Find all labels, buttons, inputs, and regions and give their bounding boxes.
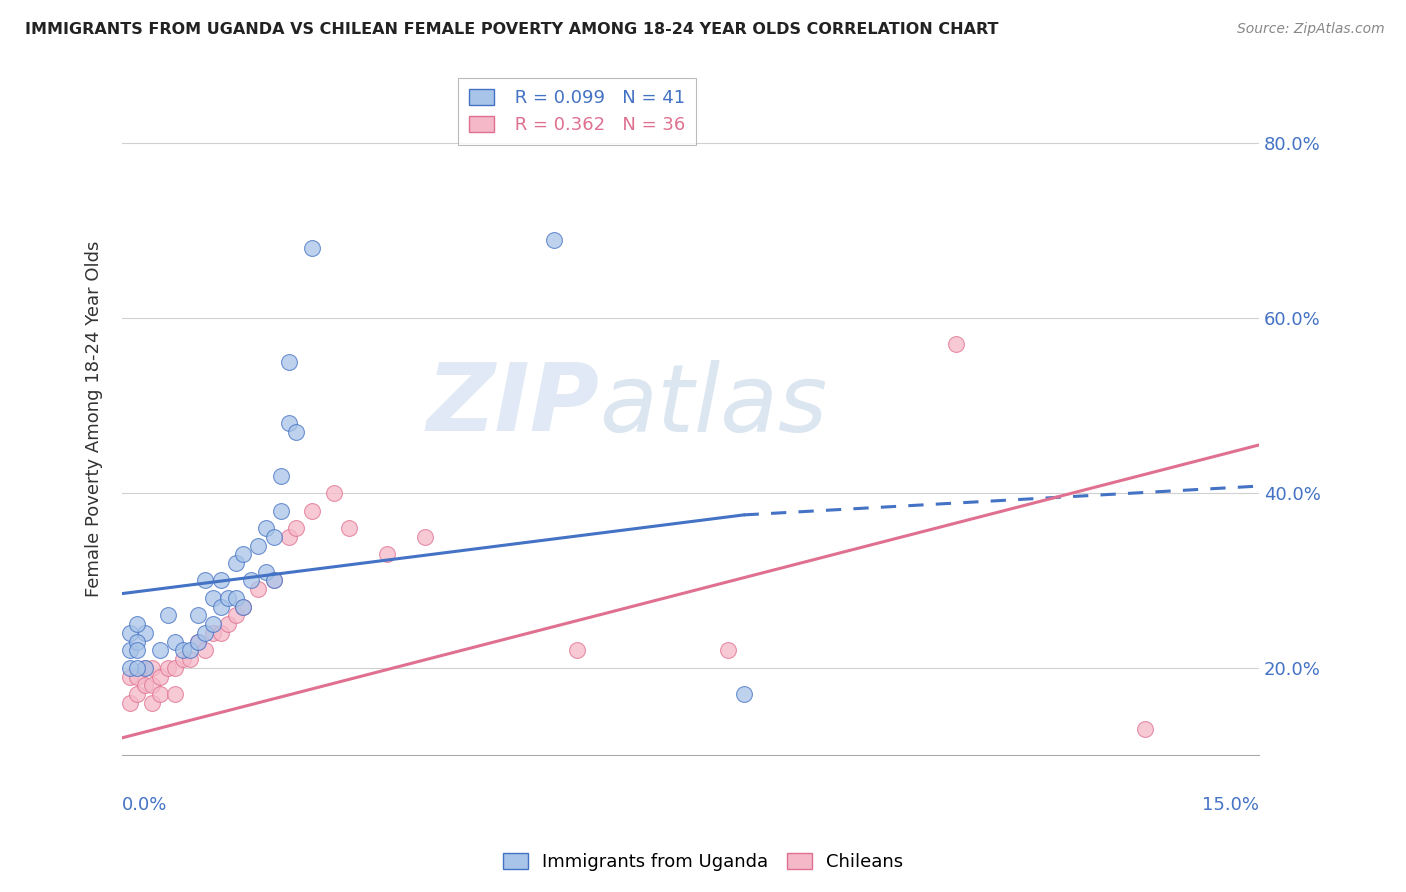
Point	[217, 591, 239, 605]
Point	[375, 547, 398, 561]
Point	[247, 539, 270, 553]
Point	[945, 337, 967, 351]
Point	[194, 626, 217, 640]
Point	[225, 608, 247, 623]
Text: 0.0%: 0.0%	[122, 796, 167, 814]
Point	[165, 634, 187, 648]
Point	[141, 696, 163, 710]
Point	[179, 652, 201, 666]
Point	[165, 687, 187, 701]
Point	[301, 503, 323, 517]
Point	[141, 678, 163, 692]
Text: IMMIGRANTS FROM UGANDA VS CHILEAN FEMALE POVERTY AMONG 18-24 YEAR OLDS CORRELATI: IMMIGRANTS FROM UGANDA VS CHILEAN FEMALE…	[25, 22, 998, 37]
Point	[118, 643, 141, 657]
Point	[127, 617, 149, 632]
Point	[187, 634, 209, 648]
Y-axis label: Female Poverty Among 18-24 Year Olds: Female Poverty Among 18-24 Year Olds	[86, 241, 103, 597]
Point	[209, 574, 232, 588]
Point	[118, 661, 141, 675]
Point	[277, 530, 299, 544]
Point	[285, 521, 308, 535]
Point	[254, 521, 277, 535]
Point	[118, 696, 141, 710]
Point	[201, 617, 224, 632]
Point	[179, 643, 201, 657]
Point	[149, 643, 172, 657]
Text: ZIP: ZIP	[426, 359, 599, 451]
Point	[413, 530, 436, 544]
Point	[201, 591, 224, 605]
Point	[232, 547, 254, 561]
Point	[172, 652, 194, 666]
Text: Source: ZipAtlas.com: Source: ZipAtlas.com	[1237, 22, 1385, 37]
Point	[277, 355, 299, 369]
Point	[217, 617, 239, 632]
Text: 15.0%: 15.0%	[1202, 796, 1258, 814]
Point	[149, 687, 172, 701]
Point	[277, 416, 299, 430]
Legend: Immigrants from Uganda, Chileans: Immigrants from Uganda, Chileans	[495, 846, 911, 879]
Point	[127, 634, 149, 648]
Point	[172, 643, 194, 657]
Point	[209, 599, 232, 614]
Point	[301, 241, 323, 255]
Point	[201, 626, 224, 640]
Point	[127, 661, 149, 675]
Point	[187, 608, 209, 623]
Point	[232, 599, 254, 614]
Point	[232, 599, 254, 614]
Point	[225, 591, 247, 605]
Point	[263, 574, 285, 588]
Point	[156, 661, 179, 675]
Point	[187, 634, 209, 648]
Point	[263, 574, 285, 588]
Point	[118, 626, 141, 640]
Point	[127, 643, 149, 657]
Point	[565, 643, 588, 657]
Point	[225, 556, 247, 570]
Point	[339, 521, 361, 535]
Point	[127, 687, 149, 701]
Point	[127, 670, 149, 684]
Point	[323, 486, 346, 500]
Point	[247, 582, 270, 597]
Legend:  R = 0.099   N = 41,  R = 0.362   N = 36: R = 0.099 N = 41, R = 0.362 N = 36	[458, 78, 696, 145]
Point	[1135, 722, 1157, 736]
Point	[134, 626, 156, 640]
Point	[156, 608, 179, 623]
Point	[733, 687, 755, 701]
Point	[194, 643, 217, 657]
Point	[209, 626, 232, 640]
Point	[270, 468, 292, 483]
Point	[239, 574, 262, 588]
Point	[263, 530, 285, 544]
Point	[543, 233, 565, 247]
Point	[141, 661, 163, 675]
Point	[717, 643, 740, 657]
Point	[285, 425, 308, 439]
Text: atlas: atlas	[599, 359, 828, 450]
Point	[134, 678, 156, 692]
Point	[134, 661, 156, 675]
Point	[254, 565, 277, 579]
Point	[165, 661, 187, 675]
Point	[194, 574, 217, 588]
Point	[149, 670, 172, 684]
Point	[270, 503, 292, 517]
Point	[118, 670, 141, 684]
Point	[134, 661, 156, 675]
